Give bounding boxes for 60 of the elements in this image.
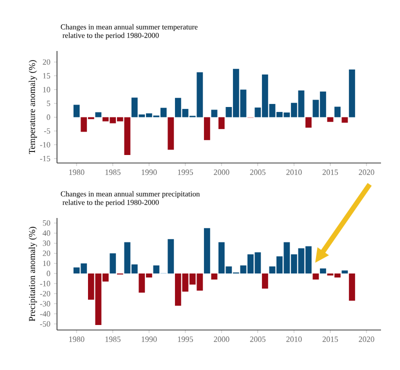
y-tick-label: 50 <box>42 220 50 226</box>
bar <box>211 110 218 118</box>
x-tick-label: 1980 <box>69 336 84 342</box>
x-tick-label: 2015 <box>322 170 338 175</box>
bar <box>327 117 334 122</box>
bar <box>348 273 356 301</box>
bar <box>320 268 326 274</box>
x-tick-label: 2020 <box>358 336 374 342</box>
x-tick-label: 2020 <box>358 170 374 175</box>
y-tick-label: -30 <box>40 301 50 306</box>
y-tick-label: 20 <box>42 59 50 65</box>
bar <box>73 104 80 118</box>
y-tick-label: -10 <box>40 280 50 286</box>
x-tick-label: 1985 <box>106 170 120 175</box>
x-tick-label: 2000 <box>214 170 230 175</box>
x-tick-label: 1985 <box>106 336 120 342</box>
x-tick-label: 1980 <box>69 170 84 175</box>
y-tick-label: 10 <box>43 86 50 92</box>
x-tick-label: 2015 <box>322 336 338 342</box>
x-tick-label: 1995 <box>178 170 193 175</box>
y-axis-title: Precipitation anomaly (%) <box>28 226 37 322</box>
y-tick-label: 15 <box>43 73 50 78</box>
bar <box>168 239 174 274</box>
bar <box>218 117 225 130</box>
y-tick-label: 0 <box>46 114 50 120</box>
x-tick-label: 2000 <box>214 336 230 342</box>
bar <box>168 117 174 150</box>
y-tick-label: 30 <box>42 240 50 246</box>
bar <box>305 117 312 128</box>
y-tick-label: -10 <box>40 142 50 148</box>
bar <box>110 253 116 274</box>
x-tick-label: 1990 <box>142 336 157 342</box>
y-tick-label: 0 <box>46 270 50 276</box>
bar <box>342 270 348 274</box>
y-axis-title: Temperature anomaly (%) <box>28 60 37 154</box>
bar <box>204 117 210 140</box>
bar <box>153 265 160 274</box>
y-tick-label: 5 <box>46 100 50 106</box>
bar <box>95 112 102 118</box>
y-tick-label: -50 <box>40 321 50 327</box>
y-tick-label: 10 <box>43 260 50 266</box>
x-tick-label: 1995 <box>178 336 193 342</box>
y-tick-label: -5 <box>44 128 50 134</box>
bar <box>211 273 218 280</box>
x-tick-label: 2010 <box>286 170 302 175</box>
x-tick-label: 1990 <box>142 170 157 175</box>
bar <box>312 273 319 280</box>
bar <box>334 106 341 118</box>
y-tick-label: -40 <box>40 311 50 317</box>
y-tick-label: 40 <box>42 230 50 236</box>
y-tick-label: 20 <box>42 250 50 256</box>
bar <box>204 228 210 274</box>
bar <box>262 273 268 289</box>
y-tick-label: -15 <box>40 156 50 162</box>
bar <box>342 117 348 123</box>
x-tick-label: 2005 <box>250 336 266 342</box>
y-tick-label: -20 <box>40 290 50 296</box>
x-tick-label: 2005 <box>250 170 266 175</box>
x-tick-label: 2010 <box>286 336 302 342</box>
bar <box>348 69 356 118</box>
